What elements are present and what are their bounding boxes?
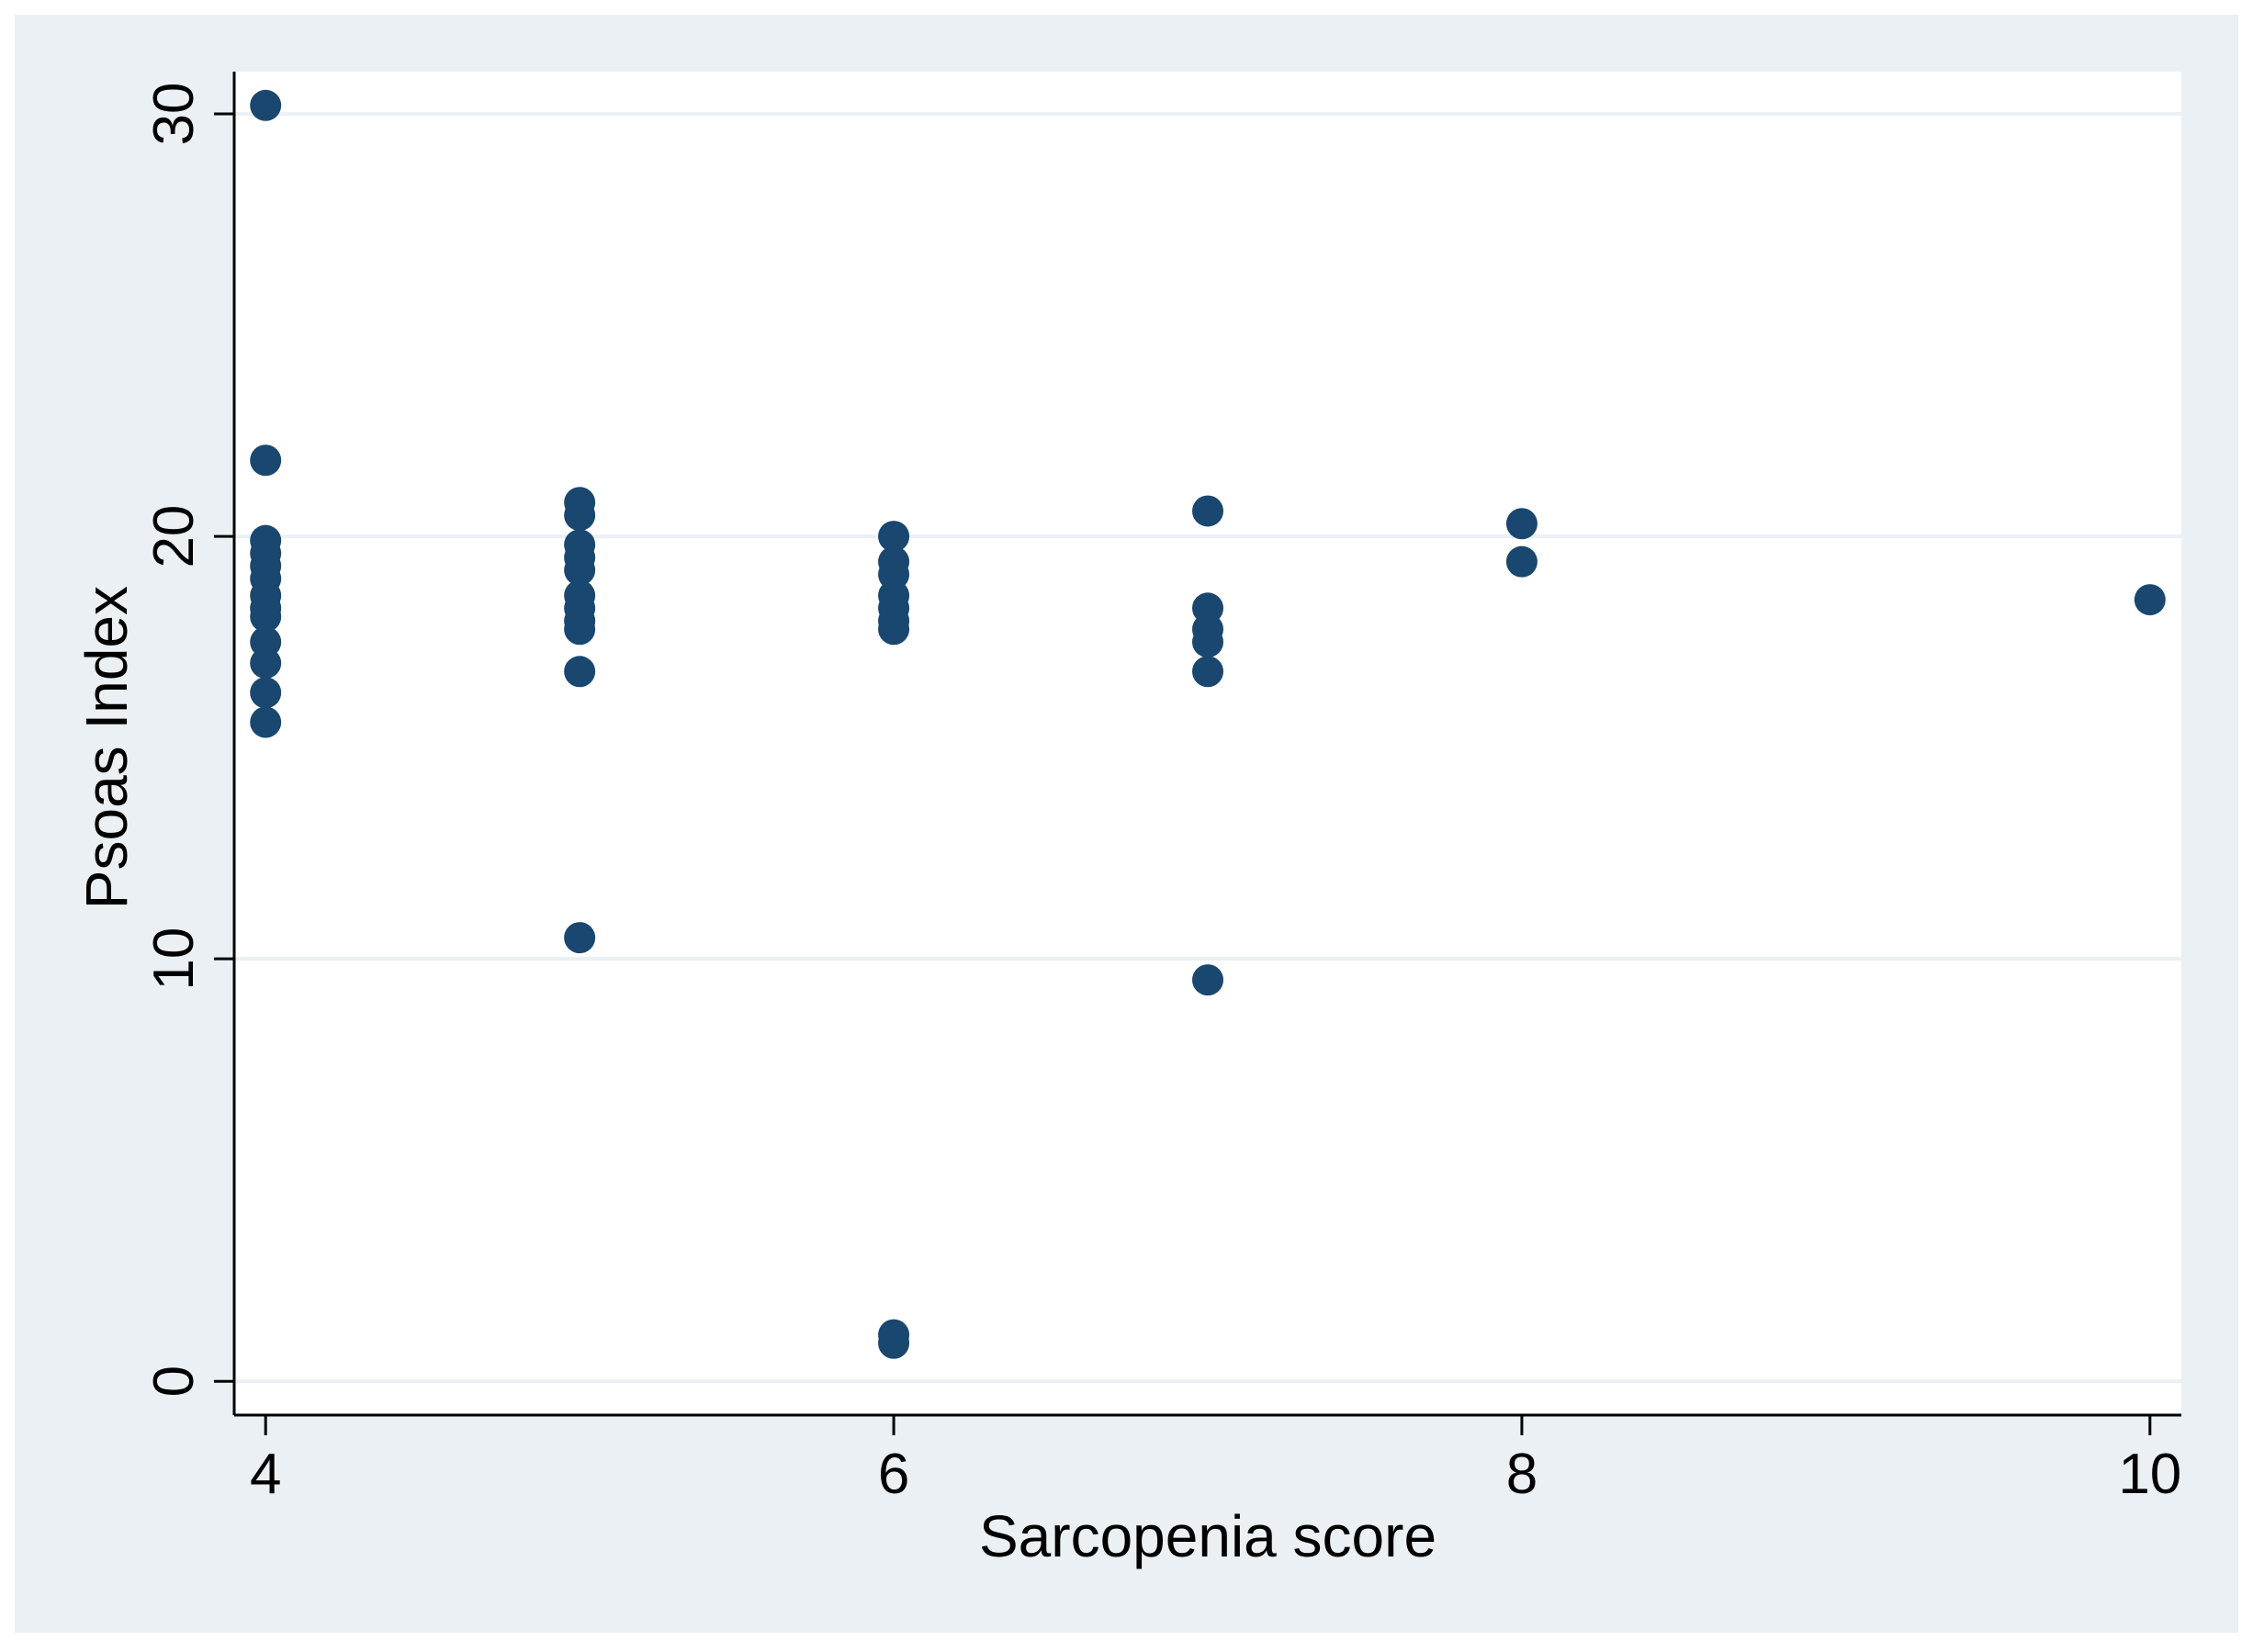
- gridlines: [234, 112, 2181, 1384]
- data-point: [564, 656, 596, 688]
- x-tick-label: 4: [250, 1443, 281, 1506]
- y-tick-label: 30: [142, 83, 206, 146]
- data-point: [1505, 508, 1538, 540]
- data-point: [878, 1327, 910, 1359]
- x-tick-label: 6: [878, 1443, 909, 1506]
- x-axis-title: Sarcopenia score: [979, 1503, 1436, 1569]
- data-point: [1505, 545, 1538, 578]
- y-tick-label: 10: [142, 927, 206, 991]
- axes: 0 10 20 30 4 6 8 10: [142, 72, 2181, 1506]
- data-point: [1192, 626, 1223, 658]
- data-point: [250, 647, 282, 680]
- data-point: [1192, 964, 1223, 996]
- data-point: [250, 706, 282, 738]
- data-point: [250, 89, 282, 121]
- y-axis-title: Psoas Index: [73, 586, 140, 909]
- data-point: [564, 500, 596, 532]
- data-point: [564, 554, 596, 586]
- plot-area: [234, 72, 2181, 1415]
- x-tick-label: 10: [2118, 1443, 2181, 1506]
- data-point: [878, 613, 910, 646]
- data-point: [1192, 656, 1223, 688]
- data-point: [878, 521, 910, 553]
- x-tick-label: 8: [1506, 1443, 1538, 1506]
- data-point: [2134, 584, 2166, 616]
- data-point: [250, 444, 282, 477]
- data-point: [564, 922, 596, 954]
- y-tick-label: 20: [142, 505, 206, 568]
- data-point: [250, 601, 282, 633]
- y-tick-label: 0: [142, 1365, 206, 1397]
- data-point: [1192, 495, 1223, 527]
- data-point: [250, 677, 282, 709]
- data-points: [250, 89, 2166, 1359]
- data-point: [564, 613, 596, 646]
